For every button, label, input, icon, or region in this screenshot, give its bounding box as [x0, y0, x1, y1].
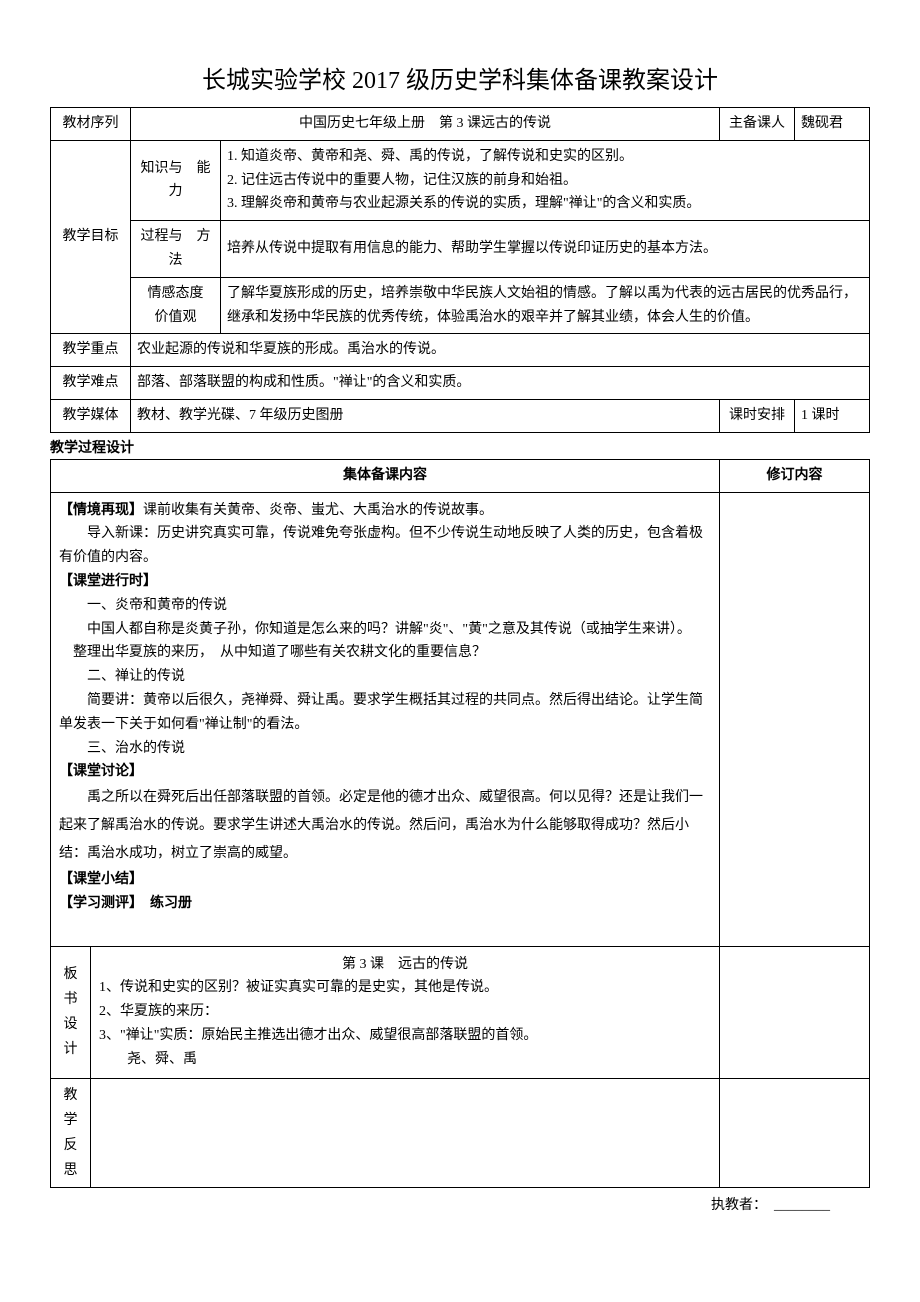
scene-head: 【情境再现】 [59, 503, 143, 518]
sec2-p1: 简要讲：黄帝以后很久，尧禅舜、舜让禹。要求学生概括其过程的共同点。然后得出结论。… [59, 689, 711, 737]
keypoint-label: 教学重点 [51, 334, 131, 367]
reflect-content [91, 1078, 720, 1188]
sec1-title: 一、炎帝和黄帝的传说 [59, 594, 711, 618]
header-table: 教材序列 中国历史七年级上册 第 3 课远古的传说 主备课人 魏砚君 教学目标 … [50, 107, 870, 433]
reflect-l2: 学 [57, 1108, 84, 1133]
table-row: 教学难点 部落、部落联盟的构成和性质。"禅让"的含义和实质。 [51, 367, 870, 400]
hours-value: 1 课时 [795, 399, 870, 432]
table-row: 教学媒体 教材、教学光碟、7 年级历史图册 课时安排 1 课时 [51, 399, 870, 432]
discuss-head: 【课堂讨论】 [59, 760, 711, 784]
keypoint-value: 农业起源的传说和华夏族的形成。禹治水的传说。 [131, 334, 870, 367]
intro-1: 导入新课：历史讲究真实可靠，传说难免夸张虚构。但不少传说生动地反映了人类的历史，… [59, 522, 711, 570]
knowledge-1: 1. 知道炎帝、黄帝和尧、舜、禹的传说，了解传说和史实的区别。 [227, 145, 863, 169]
board-l1: 板 [57, 962, 84, 987]
content-table: 集体备课内容 修订内容 【情境再现】课前收集有关黄帝、炎帝、蚩尤、大禹治水的传说… [50, 459, 870, 1188]
board-content: 第 3 课 远古的传说 1、传说和史实的区别？被证实真实可靠的是史实，其他是传说… [91, 946, 720, 1078]
media-value: 教材、教学光碟、7 年级历史图册 [131, 399, 720, 432]
reflect-revise-cell [720, 1078, 870, 1188]
discuss-p: 禹之所以在舜死后出任部落联盟的首领。必定是他的德才出众、威望很高。何以见得？还是… [59, 784, 711, 868]
attitude-content: 了解华夏族形成的历史，培养崇敬中华民族人文始祖的情感。了解以禹为代表的远古居民的… [221, 277, 870, 334]
board-line1: 1、传说和史实的区别？被证实真实可靠的是史实，其他是传说。 [99, 976, 711, 1000]
sec1-p1: 中国人都自称是炎黄子孙，你知道是怎么来的吗？讲解"炎"、"黄"之意及其传说（或抽… [59, 618, 711, 642]
preparer-label: 主备课人 [720, 108, 795, 141]
content-header-row: 集体备课内容 修订内容 [51, 459, 870, 492]
difficulty-label: 教学难点 [51, 367, 131, 400]
reflect-l4: 思 [57, 1158, 84, 1183]
summary-head: 【课堂小结】 [59, 868, 711, 892]
sec2-title: 二、禅让的传说 [59, 665, 711, 689]
process-label-l1: 过程与 方 [137, 225, 214, 249]
scene-text: 课前收集有关黄帝、炎帝、蚩尤、大禹治水的传说故事。 [143, 503, 493, 518]
board-line2: 2、华夏族的来历： [99, 1000, 711, 1024]
board-line4: 尧、舜、禹 [99, 1048, 711, 1072]
process-content: 培养从传说中提取有用信息的能力、帮助学生掌握以传说印证历史的基本方法。 [221, 221, 870, 278]
attitude-label: 情感态度 价值观 [131, 277, 221, 334]
board-line3: 3、"禅让"实质：原始民主推选出德才出众、威望很高部落联盟的首领。 [99, 1024, 711, 1048]
class-time-head: 【课堂进行时】 [59, 570, 711, 594]
hours-label: 课时安排 [720, 399, 795, 432]
board-label: 板 书 设 计 [51, 946, 91, 1078]
preparer-value: 魏砚君 [795, 108, 870, 141]
textbook-label: 教材序列 [51, 108, 131, 141]
difficulty-value: 部落、部落联盟的构成和性质。"禅让"的含义和实质。 [131, 367, 870, 400]
textbook-value: 中国历史七年级上册 第 3 课远古的传说 [131, 108, 720, 141]
process-design-title: 教学过程设计 [50, 437, 870, 457]
knowledge-label: 知识与 能 力 [131, 140, 221, 220]
sec1-p2: 整理出华夏族的来历， 从中知道了哪些有关农耕文化的重要信息？ [59, 641, 711, 665]
revise-header: 修订内容 [720, 459, 870, 492]
board-l2: 书 [57, 987, 84, 1012]
process-label: 过程与 方 法 [131, 221, 221, 278]
board-l3: 设 [57, 1012, 84, 1037]
attitude-label-l2: 价值观 [137, 306, 214, 330]
page-title: 长城实验学校 2017 级历史学科集体备课教案设计 [50, 60, 870, 95]
knowledge-label-l2: 力 [137, 180, 214, 204]
knowledge-3: 3. 理解炎帝和黄帝与农业起源关系的传说的实质，理解"禅让"的含义和实质。 [227, 192, 863, 216]
table-row: 教材序列 中国历史七年级上册 第 3 课远古的传说 主备课人 魏砚君 [51, 108, 870, 141]
test-head: 【学习测评】 练习册 [59, 892, 711, 916]
table-row: 情感态度 价值观 了解华夏族形成的历史，培养崇敬中华民族人文始祖的情感。了解以禹… [51, 277, 870, 334]
table-row: 教学重点 农业起源的传说和华夏族的形成。禹治水的传说。 [51, 334, 870, 367]
board-row: 板 书 设 计 第 3 课 远古的传说 1、传说和史实的区别？被证实真实可靠的是… [51, 946, 870, 1078]
reflect-row: 教 学 反 思 [51, 1078, 870, 1188]
footer-executor: 执教者： ________ [50, 1194, 870, 1214]
knowledge-content: 1. 知道炎帝、黄帝和尧、舜、禹的传说，了解传说和史实的区别。 2. 记住远古传… [221, 140, 870, 220]
table-row: 教学目标 知识与 能 力 1. 知道炎帝、黄帝和尧、舜、禹的传说，了解传说和史实… [51, 140, 870, 220]
content-row: 【情境再现】课前收集有关黄帝、炎帝、蚩尤、大禹治水的传说故事。 导入新课：历史讲… [51, 492, 870, 946]
reflect-l1: 教 [57, 1083, 84, 1108]
board-title: 第 3 课 远古的传说 [99, 953, 711, 977]
board-revise-cell [720, 946, 870, 1078]
revise-cell [720, 492, 870, 946]
table-row: 过程与 方 法 培养从传说中提取有用信息的能力、帮助学生掌握以传说印证历史的基本… [51, 221, 870, 278]
knowledge-label-l1: 知识与 能 [137, 157, 214, 181]
reflect-label: 教 学 反 思 [51, 1078, 91, 1188]
main-content: 【情境再现】课前收集有关黄帝、炎帝、蚩尤、大禹治水的传说故事。 导入新课：历史讲… [51, 492, 720, 946]
knowledge-2: 2. 记住远古传说中的重要人物，记住汉族的前身和始祖。 [227, 169, 863, 193]
media-label: 教学媒体 [51, 399, 131, 432]
board-l4: 计 [57, 1037, 84, 1062]
attitude-label-l1: 情感态度 [137, 282, 214, 306]
process-label-l2: 法 [137, 249, 214, 273]
sec3-title: 三、治水的传说 [59, 737, 711, 761]
reflect-l3: 反 [57, 1133, 84, 1158]
goals-label: 教学目标 [51, 140, 131, 334]
group-content-header: 集体备课内容 [51, 459, 720, 492]
